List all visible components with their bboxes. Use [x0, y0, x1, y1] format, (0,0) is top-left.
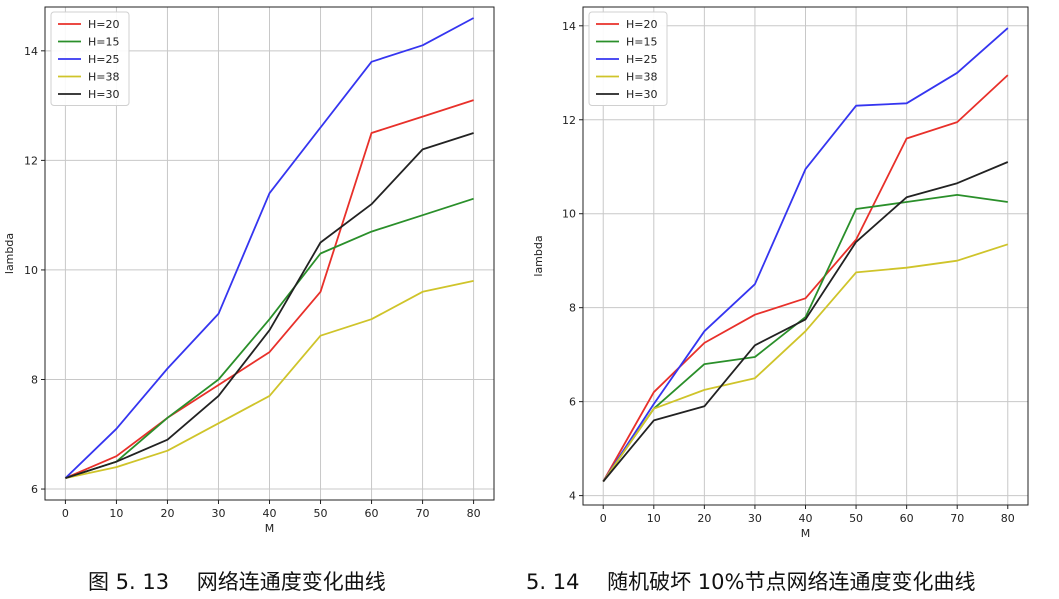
x-axis-label: M	[801, 527, 811, 540]
x-tick-label: 60	[365, 507, 379, 520]
series-line-H=20	[602, 74, 1009, 482]
x-tick-label: 70	[416, 507, 430, 520]
x-tick-label: 40	[799, 512, 813, 525]
x-tick-label: 50	[314, 507, 328, 520]
caption-left: 图 5. 13 网络连通度变化曲线	[88, 570, 386, 594]
series-line-H=30	[65, 132, 474, 479]
legend-label: H=15	[626, 36, 658, 49]
y-tick-label: 12	[24, 154, 38, 167]
y-tick-label: 6	[31, 483, 38, 496]
legend-label: H=38	[88, 71, 120, 84]
x-tick-label: 80	[467, 507, 481, 520]
legend-box	[588, 11, 668, 106]
series-line-H=20	[65, 99, 474, 479]
y-tick-label: 8	[569, 302, 576, 315]
x-tick-label: 20	[697, 512, 711, 525]
legend-label: H=25	[88, 53, 120, 66]
y-tick-label: 10	[24, 264, 38, 277]
y-tick-label: 8	[31, 373, 38, 386]
legend-label: H=20	[88, 18, 120, 31]
legend-label: H=38	[626, 71, 658, 84]
x-tick-label: 40	[263, 507, 277, 520]
x-tick-label: 50	[849, 512, 863, 525]
x-tick-label: 0	[62, 507, 69, 520]
series-line-H=38	[602, 243, 1009, 483]
x-tick-label: 20	[160, 507, 174, 520]
x-tick-label: 0	[600, 512, 607, 525]
series-line-H=25	[64, 17, 475, 479]
legend-box	[50, 11, 130, 106]
legend-label: H=30	[88, 88, 120, 101]
series-line-H=15	[602, 193, 1008, 483]
y-tick-label: 6	[569, 396, 576, 409]
series-line-H=25	[602, 27, 1009, 482]
y-tick-label: 4	[569, 490, 576, 503]
legend-label: H=20	[626, 18, 658, 31]
legend-label: H=30	[626, 88, 658, 101]
y-tick-label: 14	[562, 20, 576, 33]
x-tick-label: 30	[211, 507, 225, 520]
series-line-H=30	[602, 161, 1009, 483]
series-line-H=38	[65, 280, 474, 479]
x-tick-label: 10	[109, 507, 123, 520]
y-tick-label: 14	[24, 45, 38, 58]
x-tick-label: 70	[950, 512, 964, 525]
legend-label: H=25	[626, 53, 658, 66]
legend-label: H=15	[88, 36, 120, 49]
caption-right: 5. 14 随机破坏 10%节点网络连通度变化曲线	[526, 570, 976, 594]
x-tick-label: 60	[900, 512, 914, 525]
series-line-H=15	[65, 197, 474, 479]
x-tick-label: 30	[748, 512, 762, 525]
y-tick-label: 12	[562, 114, 576, 127]
y-tick-label: 10	[562, 208, 576, 221]
x-tick-label: 80	[1001, 512, 1015, 525]
y-axis-label: lambda	[532, 235, 545, 276]
x-axis-label: M	[265, 522, 275, 535]
x-tick-label: 10	[647, 512, 661, 525]
y-axis-label: lambda	[3, 233, 16, 274]
